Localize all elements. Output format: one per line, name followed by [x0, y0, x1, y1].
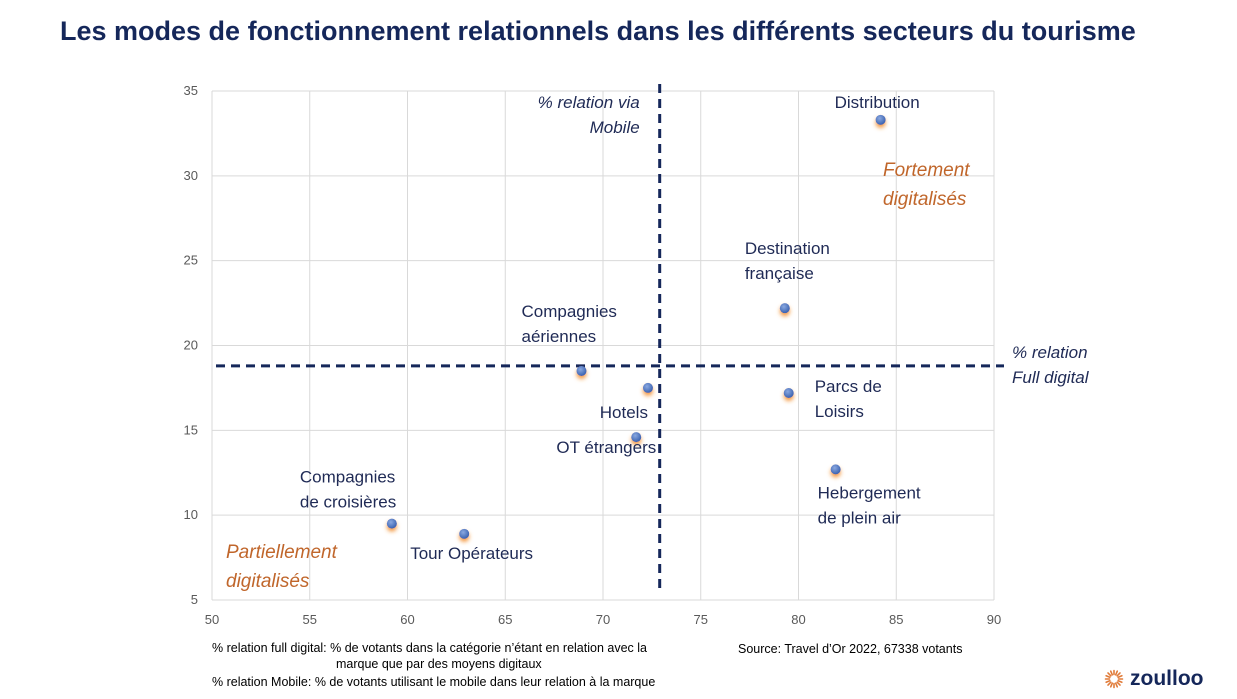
sunburst-ray	[1109, 682, 1114, 688]
data-point	[576, 365, 587, 376]
data-point	[386, 518, 397, 529]
x-tick-label: 80	[791, 612, 805, 627]
y-tick-label: 10	[184, 507, 198, 522]
note-full-digital: % relation full digital: % de votants da…	[212, 640, 692, 672]
y-tick-label: 35	[184, 83, 198, 98]
x-tick-label: 55	[303, 612, 317, 627]
source-note: Source: Travel d’Or 2022, 67338 votants	[738, 642, 963, 656]
note-full-digital-line1: % relation full digital: % de votants da…	[212, 641, 647, 655]
reference-lines: % relation via Mobile % relation Full digit…	[216, 84, 1090, 592]
full-digital-reference-label: % relation Full digital	[1012, 343, 1090, 387]
sunburst-ray	[1116, 672, 1121, 677]
y-tick-label: 20	[184, 338, 198, 353]
data-point	[779, 303, 790, 314]
data-point-label: Compagnies aériennes	[521, 302, 616, 346]
x-tick-label: 90	[987, 612, 1001, 627]
x-tick-label: 50	[205, 612, 219, 627]
data-points	[386, 114, 886, 539]
zoulloo-logo: zoulloo	[1104, 667, 1203, 691]
data-point-label: OT étrangers	[556, 438, 656, 457]
sunburst-ray	[1114, 670, 1119, 676]
x-tick-label: 70	[596, 612, 610, 627]
logo-text: zoulloo	[1130, 667, 1204, 690]
y-tick-label: 15	[184, 422, 198, 437]
quadrant-label-top-right: Fortement digitalisés	[883, 160, 970, 210]
sunburst-ray	[1114, 682, 1119, 688]
data-point	[875, 114, 886, 125]
chart-title: Les modes de fonctionnement relationnels…	[60, 16, 1136, 46]
data-point	[459, 528, 470, 539]
sunburst-ray	[1117, 679, 1123, 684]
data-point	[783, 388, 794, 399]
sunburst-ray	[1105, 674, 1111, 679]
data-point-label: Tour Opérateurs	[410, 544, 533, 563]
x-tick-label: 75	[694, 612, 708, 627]
note-full-digital-line2: marque que par des moyens digitaux	[336, 657, 542, 671]
sunburst-ray	[1107, 672, 1112, 677]
sunburst-ray	[1105, 679, 1111, 684]
sunburst-ray	[1109, 670, 1114, 676]
data-point-label: Destination française	[745, 239, 830, 283]
x-tick-label: 65	[498, 612, 512, 627]
y-tick-label: 5	[191, 592, 198, 607]
grid: 50 55 60 65 70 75 80 85 90 5 10 15 20 25 30 35	[184, 83, 1002, 627]
data-point	[830, 464, 841, 475]
sunburst-ray	[1116, 681, 1121, 686]
sunburst-ray	[1117, 674, 1123, 679]
note-mobile: % relation Mobile: % de votants utilisan…	[212, 675, 656, 689]
sunburst-icon	[1104, 669, 1124, 689]
quadrant-label-bottom-left: Partiellement digitalisés	[226, 542, 338, 592]
x-tick-label: 85	[889, 612, 903, 627]
y-tick-label: 25	[184, 253, 198, 268]
y-tick-label: 30	[184, 168, 198, 183]
sunburst-ray	[1107, 681, 1112, 686]
data-point	[631, 432, 642, 443]
mobile-reference-label: % relation via Mobile	[538, 93, 640, 137]
data-point	[642, 382, 653, 393]
data-point-label: Distribution	[835, 93, 920, 112]
data-point-label: Hebergement de plein air	[818, 483, 921, 527]
point-labels: Distribution Destination française Compagni…	[226, 93, 970, 592]
data-point-label: Compagnies de croisières	[300, 468, 396, 512]
data-point-label: Hotels	[600, 403, 648, 422]
data-point-label: Parcs de Loisirs	[815, 377, 882, 421]
x-tick-label: 60	[400, 612, 414, 627]
